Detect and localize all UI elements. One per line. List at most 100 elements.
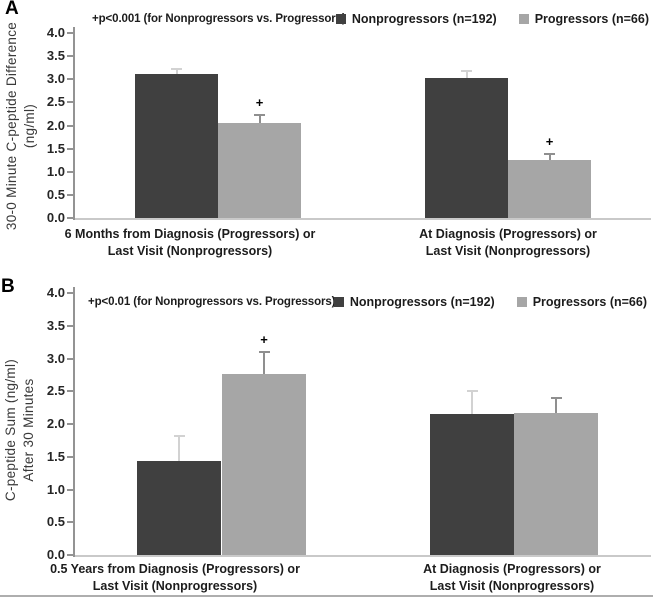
y-tick-label: 1.0 bbox=[46, 163, 65, 179]
legend-b: Nonprogressors (n=192) Progressors (n=66… bbox=[333, 295, 647, 309]
y-tick-mark bbox=[67, 554, 74, 556]
error-bar bbox=[258, 114, 261, 124]
bar-progressors-group2 bbox=[508, 159, 591, 218]
legend-item-progressors: Progressors (n=66) bbox=[516, 295, 647, 309]
legend-swatch-nonprogressors bbox=[335, 14, 346, 24]
error-bar bbox=[555, 397, 557, 413]
category-label-b1-line2: Last Visit (Nonprogressors) bbox=[92, 579, 258, 593]
legend-label-progressors: Progressors (n=66) bbox=[532, 295, 647, 309]
category-label-a2-line2: Last Visit (Nonprogressors) bbox=[425, 244, 591, 258]
y-tick-mark bbox=[67, 55, 74, 58]
error-bar-cap bbox=[466, 389, 478, 392]
y-tick-mark bbox=[67, 217, 74, 219]
bar-nonprogressors-group1 bbox=[137, 461, 221, 555]
category-label-a2: At Diagnosis (Progressors) or Last Visit… bbox=[343, 226, 653, 260]
y-tick-mark bbox=[67, 78, 74, 81]
y-axis-line bbox=[73, 287, 75, 557]
legend-item-nonprogressors: Nonprogressors (n=192) bbox=[333, 295, 495, 309]
y-tick-mark bbox=[67, 292, 74, 294]
significance-marker: + bbox=[260, 331, 268, 347]
significance-marker: + bbox=[545, 133, 554, 149]
error-bar-cap bbox=[173, 435, 185, 438]
category-label-b1-line1: 0.5 Years from Diagnosis (Progressors) o… bbox=[50, 562, 300, 576]
y-tick-label: 1.5 bbox=[46, 140, 65, 156]
error-bar-cap bbox=[550, 396, 562, 399]
panel-b-label: B bbox=[1, 276, 15, 297]
panel-a-label: A bbox=[5, 0, 19, 19]
significance-marker: + bbox=[255, 94, 264, 110]
y-tick-mark bbox=[67, 324, 74, 327]
error-bar bbox=[548, 153, 551, 160]
y-tick-mark bbox=[67, 455, 74, 458]
error-bar bbox=[471, 390, 473, 415]
error-bar bbox=[465, 70, 468, 78]
plot-area-b: 0.0 0.5 1.0 1.5 2.0 2.5 3.0 3.5 4.0 + bbox=[0, 280, 653, 595]
y-tick-mark bbox=[67, 124, 74, 127]
legend-item-nonprogressors: Nonprogressors (n=192) bbox=[335, 12, 497, 26]
error-bar-cap bbox=[258, 350, 270, 353]
legend-swatch-progressors bbox=[518, 14, 529, 24]
category-label-b1: 0.5 Years from Diagnosis (Progressors) o… bbox=[10, 561, 340, 595]
panel-b: B C-peptide Sum (ng/ml) After 30 Minutes… bbox=[0, 276, 653, 595]
category-label-a1: 6 Months from Diagnosis (Progressors) or… bbox=[25, 226, 355, 260]
y-tick-mark bbox=[67, 488, 74, 491]
y-tick-label: 1.5 bbox=[46, 448, 65, 464]
y-tick-mark bbox=[67, 390, 74, 393]
y-tick-mark bbox=[67, 521, 74, 524]
y-tick-mark bbox=[67, 357, 74, 360]
y-tick-label: 2.5 bbox=[46, 383, 65, 399]
x-axis-line bbox=[75, 218, 651, 220]
category-label-b2-line1: At Diagnosis (Progressors) or bbox=[423, 562, 601, 576]
y-tick-mark bbox=[67, 147, 74, 150]
y-axis-line bbox=[73, 27, 75, 220]
legend-label-progressors: Progressors (n=66) bbox=[534, 12, 649, 26]
y-tick-mark bbox=[67, 101, 74, 104]
bar-nonprogressors-group2 bbox=[430, 414, 514, 555]
y-tick-label: 3.0 bbox=[46, 350, 65, 366]
bar-progressors-group2 bbox=[514, 412, 598, 555]
y-tick-label: 0.5 bbox=[46, 514, 65, 530]
error-bar-cap bbox=[544, 152, 555, 155]
y-tick-mark bbox=[67, 423, 74, 425]
y-tick-label: 3.5 bbox=[46, 317, 65, 333]
y-tick-label: 0.0 bbox=[46, 547, 65, 562]
legend-swatch-nonprogressors bbox=[333, 297, 344, 307]
y-tick-label: 4.0 bbox=[46, 285, 65, 300]
category-label-a1-line1: 6 Months from Diagnosis (Progressors) or bbox=[64, 227, 316, 241]
legend-label-nonprogressors: Nonprogressors (n=192) bbox=[349, 295, 495, 309]
y-tick-label: 4.0 bbox=[46, 25, 65, 40]
y-tick-label: 0.0 bbox=[46, 210, 65, 225]
y-tick-mark bbox=[67, 193, 74, 196]
error-bar bbox=[175, 69, 178, 74]
error-bar bbox=[263, 351, 265, 375]
y-tick-label: 2.0 bbox=[46, 416, 65, 431]
legend-swatch-progressors bbox=[516, 297, 527, 307]
error-bar-cap bbox=[254, 113, 265, 116]
y-tick-label: 2.0 bbox=[46, 117, 65, 133]
x-axis-line bbox=[75, 555, 651, 557]
category-label-a1-line2: Last Visit (Nonprogressors) bbox=[107, 244, 273, 258]
y-tick-label: 2.5 bbox=[46, 94, 65, 110]
error-bar-cap bbox=[461, 69, 472, 72]
category-label-b2-line2: Last Visit (Nonprogressors) bbox=[429, 579, 595, 593]
significance-note-b: +p<0.01 (for Nonprogressors vs. Progress… bbox=[88, 296, 336, 308]
legend-a: Nonprogressors (n=192) Progressors (n=66… bbox=[335, 12, 649, 26]
y-tick-label: 3.5 bbox=[46, 48, 65, 64]
error-bar-cap bbox=[171, 68, 182, 71]
y-tick-mark bbox=[67, 170, 74, 173]
plot-area-a: 0.0 0.5 1.0 1.5 2.0 2.5 3.0 3.5 4.0 + + bbox=[0, 0, 653, 280]
significance-note-a: +p<0.001 (for Nonprogressors vs. Progres… bbox=[92, 13, 346, 25]
category-label-b2: At Diagnosis (Progressors) or Last Visit… bbox=[347, 561, 653, 595]
bar-nonprogressors-group2 bbox=[425, 77, 508, 218]
y-tick-label: 3.0 bbox=[46, 71, 65, 87]
y-tick-label: 1.0 bbox=[46, 481, 65, 497]
bar-nonprogressors-group1 bbox=[135, 73, 218, 218]
error-bar bbox=[178, 436, 180, 462]
category-label-a2-line1: At Diagnosis (Progressors) or bbox=[419, 227, 597, 241]
legend-label-nonprogressors: Nonprogressors (n=192) bbox=[351, 12, 497, 26]
y-tick-label: 0.5 bbox=[46, 186, 65, 202]
legend-item-progressors: Progressors (n=66) bbox=[518, 12, 649, 26]
panel-a: A 30-0 Minute C-peptide Difference (ng/m… bbox=[0, 0, 653, 280]
y-tick-mark bbox=[67, 32, 74, 34]
